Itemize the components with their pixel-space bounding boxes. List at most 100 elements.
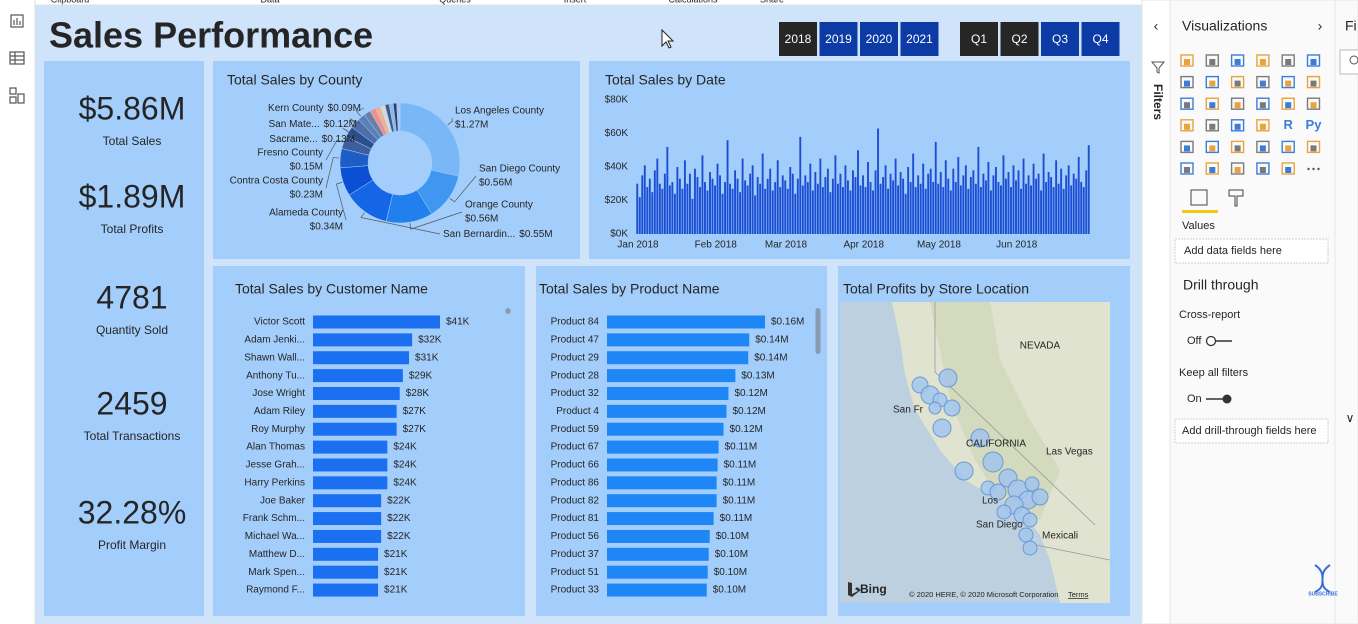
visual-icon[interactable]	[1180, 75, 1194, 89]
location-bubble[interactable]	[1024, 476, 1040, 492]
y-tick-label: $80K	[605, 95, 629, 106]
filters-pane-title[interactable]: Filters	[1151, 84, 1165, 120]
slicer-button[interactable]: 2019	[819, 22, 858, 56]
left-nav[interactable]	[9, 14, 25, 104]
fields-tab-icon[interactable]	[1190, 189, 1208, 206]
slicer-button[interactable]: Q3	[1041, 22, 1079, 56]
slicer-button[interactable]: 2018	[779, 22, 817, 56]
slicer-button[interactable]: 2021	[900, 22, 939, 56]
visual-icon[interactable]	[1180, 162, 1194, 175]
location-bubble[interactable]	[954, 461, 974, 481]
slicer-button-bg[interactable]	[779, 22, 817, 56]
slicer-button-label[interactable]: Q4	[1092, 32, 1108, 46]
map-terms-link[interactable]: Terms	[1068, 590, 1089, 599]
more-dot[interactable]	[1317, 167, 1320, 171]
visual-icon[interactable]	[1281, 140, 1295, 154]
toggle-knob[interactable]	[1205, 335, 1217, 347]
location-bubble[interactable]	[1022, 540, 1038, 556]
visual-icon[interactable]	[1281, 97, 1295, 110]
location-bubble[interactable]	[938, 368, 958, 388]
visual-icon[interactable]	[1230, 162, 1245, 175]
visual-icon[interactable]	[1256, 54, 1270, 67]
visual-icon[interactable]	[1306, 54, 1321, 67]
slicer-button-bg[interactable]	[860, 22, 898, 56]
slicer-button[interactable]: Q1	[960, 22, 998, 56]
visual-icon[interactable]	[1306, 97, 1321, 110]
scrollbar-thumb[interactable]	[815, 308, 821, 354]
visual-icon[interactable]	[1205, 162, 1220, 175]
bar	[1065, 175, 1068, 234]
slicer-button-label[interactable]: Q3	[1052, 32, 1068, 46]
visual-icon[interactable]	[1205, 75, 1220, 89]
location-bubble[interactable]	[982, 451, 1004, 473]
visual-icon[interactable]	[1180, 54, 1194, 67]
more-dot[interactable]	[1312, 167, 1315, 171]
location-bubble[interactable]	[1031, 488, 1049, 506]
visual-icon[interactable]	[1256, 162, 1270, 175]
drop-zone[interactable]	[1174, 238, 1329, 264]
bar	[849, 190, 852, 234]
model-view-icon[interactable]	[9, 87, 17, 95]
visual-icon[interactable]	[1180, 140, 1194, 154]
visual-icon[interactable]	[1205, 119, 1220, 132]
bar	[607, 404, 727, 418]
location-bubble[interactable]	[970, 428, 990, 448]
slicer-button[interactable]: 2020	[860, 22, 898, 56]
slicer-button[interactable]: Q4	[1081, 22, 1120, 56]
slicer-button-label[interactable]: 2021	[906, 32, 933, 46]
visual-icon[interactable]	[1281, 75, 1295, 89]
visual-icon[interactable]	[1256, 75, 1270, 89]
slicer-button-bg[interactable]	[900, 22, 939, 56]
slicer-button-label[interactable]: 2020	[866, 32, 893, 46]
slicer-button[interactable]: Q2	[1000, 22, 1039, 56]
slicer-button-label[interactable]: Q2	[1011, 32, 1027, 46]
location-bubble[interactable]	[989, 483, 1007, 501]
location-bubble[interactable]	[932, 418, 952, 438]
format-tab-icon[interactable]	[1228, 189, 1244, 207]
slicer-button-label[interactable]: 2019	[825, 32, 852, 46]
visual-icon[interactable]	[1205, 97, 1220, 110]
visual-icon[interactable]	[1205, 140, 1220, 154]
data-view-icon[interactable]	[9, 51, 25, 65]
visual-icon[interactable]	[1306, 140, 1321, 154]
more-dot[interactable]	[1307, 167, 1310, 171]
scrollbar-thumb[interactable]	[505, 308, 511, 314]
report-view-icon[interactable]	[10, 14, 24, 28]
visual-icon[interactable]	[1230, 75, 1245, 89]
visual-icon-label[interactable]: R	[1284, 117, 1294, 132]
search-box[interactable]	[1339, 49, 1358, 75]
visual-icon[interactable]	[1306, 75, 1321, 89]
toggle-knob[interactable]	[1222, 394, 1232, 404]
visual-icon[interactable]	[1180, 119, 1194, 132]
collapse-chevron[interactable]: ‹	[1154, 18, 1159, 34]
visual-icon[interactable]	[1256, 97, 1270, 110]
location-bubble[interactable]	[943, 399, 961, 417]
location-bubble[interactable]	[996, 504, 1012, 520]
slicer-button-label[interactable]: Q1	[971, 32, 987, 46]
slicer-button-bg[interactable]	[1041, 22, 1079, 56]
slicer-button-bg[interactable]	[1000, 22, 1039, 56]
visual-icon[interactable]	[1256, 119, 1270, 132]
visual-gallery[interactable]: R Py	[1180, 54, 1323, 175]
slicer-button-label[interactable]: 2018	[785, 32, 812, 46]
slicer-button-bg[interactable]	[819, 22, 858, 56]
visual-icon[interactable]	[1230, 119, 1245, 132]
map-body: NEVADA San Fr CALIFORNIA Las Vegas Los San Di…	[840, 302, 1110, 603]
kpi-label: Quantity Sold	[96, 323, 168, 337]
pane-chevron[interactable]: ∨	[1346, 411, 1355, 425]
visual-icon[interactable]	[1230, 140, 1245, 154]
location-bubble[interactable]	[928, 401, 942, 415]
visual-icon[interactable]	[1180, 97, 1194, 110]
visual-icon[interactable]	[1256, 140, 1270, 154]
expand-chevron[interactable]: ›	[1318, 18, 1323, 34]
visual-icon[interactable]	[1230, 54, 1245, 67]
drop-zone[interactable]	[1174, 418, 1329, 444]
slicer-button-bg[interactable]	[1081, 22, 1120, 56]
slicer-button-bg[interactable]	[960, 22, 998, 56]
visual-icon[interactable]	[1281, 162, 1295, 175]
visual-icon[interactable]	[1281, 54, 1295, 67]
visual-icon-label[interactable]: Py	[1306, 117, 1323, 132]
visual-icon[interactable]	[1205, 54, 1220, 67]
location-bubble[interactable]	[1022, 512, 1038, 528]
visual-icon[interactable]	[1230, 97, 1245, 110]
